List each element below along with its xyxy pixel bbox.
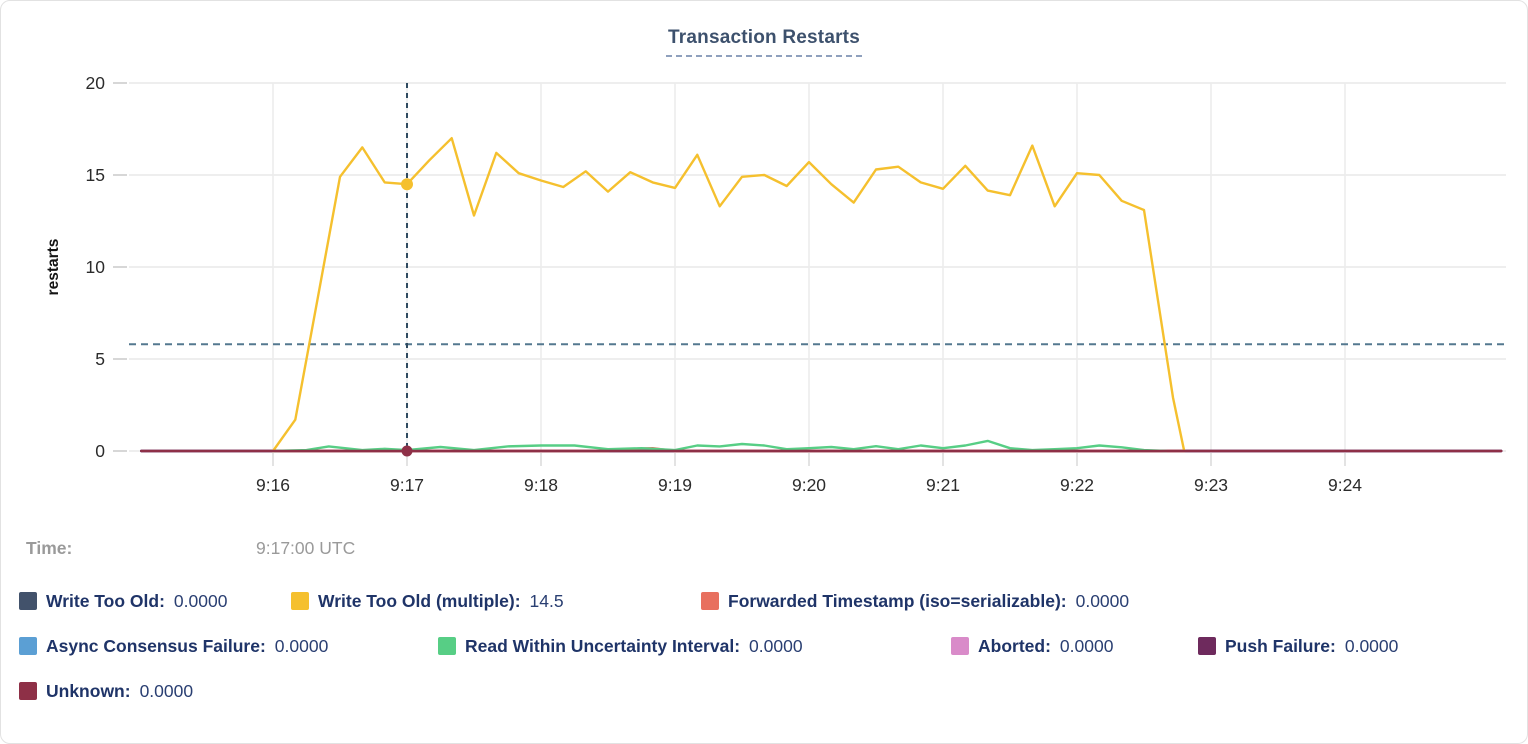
time-label: Time: <box>26 538 73 558</box>
legend-item-aborted[interactable]: Aborted: 0.0000 <box>951 636 1198 657</box>
legend-swatch-write-too-old-multiple <box>291 592 309 610</box>
x-tick-label: 9:19 <box>658 475 692 495</box>
x-tick-label: 9:18 <box>524 475 558 495</box>
legend-swatch-push-failure <box>1198 637 1216 655</box>
chart-title-wrap: Transaction Restarts <box>1 27 1527 57</box>
y-tick-label: 5 <box>95 349 105 369</box>
y-axis-label: restarts <box>45 239 62 296</box>
x-tick-label: 9:23 <box>1194 475 1228 495</box>
legend-value: 0.0000 <box>1344 635 1399 656</box>
legend-value: 0.0000 <box>274 635 329 656</box>
legend-swatch-aborted <box>951 637 969 655</box>
legend-item-read-within-uncertainty-interval[interactable]: Read Within Uncertainty Interval: 0.0000 <box>438 636 951 657</box>
legend-label: Unknown: <box>46 680 131 701</box>
legend-swatch-read-within-uncertainty-interval <box>438 637 456 655</box>
x-tick-label: 9:21 <box>926 475 960 495</box>
x-tick-label: 9:22 <box>1060 475 1094 495</box>
series-line-write-too-old-multiple <box>271 136 1186 453</box>
legend-label: Forwarded Timestamp (iso=serializable): <box>728 590 1067 611</box>
legend-label: Read Within Uncertainty Interval: <box>465 635 741 656</box>
legend-item-push-failure[interactable]: Push Failure: 0.0000 <box>1198 636 1398 657</box>
legend-label: Push Failure: <box>1225 635 1336 656</box>
legend-label: Write Too Old: <box>46 590 165 611</box>
chart-title: Transaction Restarts <box>666 27 862 57</box>
x-tick-label: 9:20 <box>792 475 826 495</box>
legend-label: Write Too Old (multiple): <box>318 590 521 611</box>
legend-value: 0.0000 <box>173 590 228 611</box>
legend-value: 0.0000 <box>749 635 803 656</box>
legend-item-write-too-old-multiple[interactable]: Write Too Old (multiple): 14.5 <box>291 591 701 612</box>
legend-swatch-forwarded-timestamp <box>701 592 719 610</box>
legend-item-forwarded-timestamp[interactable]: Forwarded Timestamp (iso=serializable): 0… <box>701 591 1129 612</box>
legend-swatch-async-consensus-failure <box>19 637 37 655</box>
crosshair-dot-unknown <box>401 445 413 457</box>
legend-value: 0.0000 <box>1075 590 1130 611</box>
legend-item-write-too-old[interactable]: Write Too Old: 0.0000 <box>19 591 291 612</box>
legend-item-async-consensus-failure[interactable]: Async Consensus Failure: 0.0000 <box>19 636 438 657</box>
legend-value: 14.5 <box>529 590 564 611</box>
chart-canvas[interactable]: 0 5 10 15 20 9:16 9:17 9:18 9:19 9:20 9:21 9:22 9:23… <box>1 1 1528 521</box>
y-tick-label: 15 <box>86 165 105 185</box>
legend-item-unknown[interactable]: Unknown: 0.0000 <box>19 681 193 702</box>
x-tick-label: 9:24 <box>1328 475 1362 495</box>
legend-value: 0.0000 <box>139 680 194 701</box>
x-tick-label: 9:16 <box>256 475 290 495</box>
legend-label: Async Consensus Failure: <box>46 635 266 656</box>
legend-label: Aborted: <box>978 635 1051 656</box>
legend-swatch-write-too-old <box>19 592 37 610</box>
legend-row: Async Consensus Failure: 0.0000 Read Withi… <box>19 634 1519 658</box>
y-tick-label: 10 <box>86 257 106 277</box>
y-tick-label: 0 <box>95 441 105 461</box>
chart-legend: Write Too Old: 0.0000 Write Too Old (multi… <box>19 589 1519 724</box>
time-value: 9:17:00 UTC <box>256 538 356 558</box>
crosshair-time-row: Time: 9:17:00 UTC <box>26 538 355 559</box>
legend-swatch-unknown <box>19 682 37 700</box>
x-tick-label: 9:17 <box>390 475 424 495</box>
y-tick-label: 20 <box>86 73 106 93</box>
legend-value: 0.0000 <box>1059 635 1114 656</box>
legend-row: Unknown: 0.0000 <box>19 679 1519 703</box>
crosshair-dot-write-too-old-multiple <box>401 178 413 191</box>
legend-row: Write Too Old: 0.0000 Write Too Old (multi… <box>19 589 1519 613</box>
